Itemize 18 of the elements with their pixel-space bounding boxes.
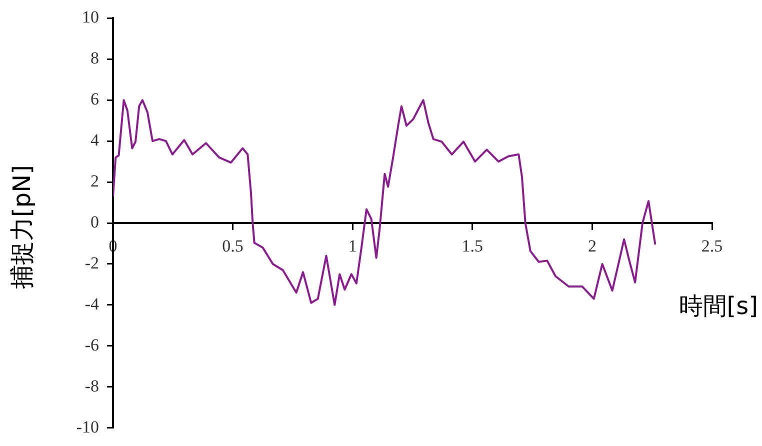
y-tick-label: 4 (90, 130, 100, 150)
x-tick-label: 1.5 (462, 236, 484, 256)
y-tick-label: 10 (82, 8, 99, 27)
x-tick-label: 0.5 (222, 236, 244, 256)
y-tick-label: 0 (90, 212, 99, 232)
x-tick-label: 2.5 (701, 236, 723, 256)
y-axis-title: 捕捉力[pN] (7, 165, 37, 289)
y-tick-label: -10 (76, 417, 99, 436)
y-tick-label: 6 (90, 90, 99, 109)
y-tick-label: -8 (84, 376, 99, 396)
x-tick-label: 1 (348, 236, 357, 256)
y-tick-label: -2 (84, 253, 99, 272)
y-tick-label: 8 (90, 48, 99, 68)
x-tick-label: 2 (588, 236, 596, 256)
y-tick-label: -4 (84, 294, 100, 314)
y-tick-label: -6 (84, 335, 99, 354)
y-tick-label: 2 (90, 172, 99, 191)
x-axis-title: 時間[s] (678, 291, 758, 322)
